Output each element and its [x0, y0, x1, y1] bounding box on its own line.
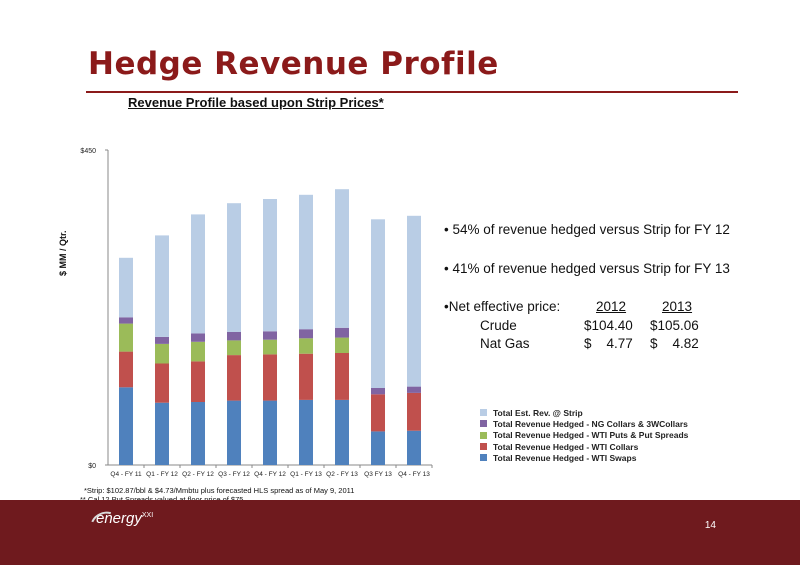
legend-swatch	[480, 409, 487, 417]
bar-segment	[119, 323, 133, 352]
legend-label: Total Revenue Hedged - WTI Puts & Put Sp…	[493, 430, 689, 441]
y-axis-label: $ MM / Qtr.	[58, 230, 68, 276]
plot-area: $0 $450 Q4 - FY 11 Q1 - FY 12 Q2 - FY 12 Q3 -…	[80, 148, 433, 478]
bar-segment	[227, 355, 241, 401]
bar-segment	[407, 392, 421, 431]
bar-segment	[227, 400, 241, 465]
bar-segment	[299, 353, 313, 400]
title-rule	[86, 91, 738, 93]
bar-segment	[371, 388, 385, 395]
footnotes: *Strip: $102.87/bbl & $4.73/Mmbtu plus f…	[80, 486, 354, 504]
legend-item: Total Revenue Hedged - WTI Swaps	[480, 452, 688, 463]
bar-segment	[119, 387, 133, 465]
legend-swatch	[480, 431, 487, 439]
bar-segment	[299, 399, 313, 465]
bar-segment	[371, 431, 385, 465]
legend-label: Total Revenue Hedged - NG Collars & 3WCo…	[493, 418, 688, 429]
x-tick-label: Q2 - FY 12	[182, 471, 214, 478]
natgas-2013: $ 4.82	[650, 336, 699, 351]
x-tick-label: Q1 - FY 12	[146, 471, 178, 478]
bar-segment	[407, 215, 421, 387]
bar-segment	[263, 400, 277, 465]
crude-label: Crude	[480, 318, 517, 333]
legend-label: Total Revenue Hedged - WTI Collars	[493, 441, 639, 452]
x-tick-label: Q4 - FY 11	[110, 471, 142, 478]
legend-swatch	[480, 443, 487, 451]
bar-segment	[263, 199, 277, 332]
bullet-fy13: • 41% of revenue hedged versus Strip for…	[444, 261, 730, 276]
bar-segment	[227, 332, 241, 341]
bar-segment	[155, 343, 169, 364]
logo-text: energy	[96, 510, 142, 527]
natgas-2012: $ 4.77	[584, 336, 633, 351]
legend-swatch	[480, 420, 487, 428]
legend-label: Total Revenue Hedged - WTI Swaps	[493, 452, 637, 463]
net-price-label: •Net effective price:	[444, 299, 561, 314]
bullet-fy12: • 54% of revenue hedged versus Strip for…	[444, 222, 730, 237]
bar-segment	[263, 354, 277, 401]
bar-segment	[263, 331, 277, 340]
bar-segment	[155, 336, 169, 344]
bar-segment	[371, 394, 385, 432]
bar-segment	[335, 399, 349, 465]
x-tick-label: Q3 FY 13	[364, 471, 392, 478]
year-2013: 2013	[662, 299, 693, 314]
slide-title: Hedge Revenue Profile	[88, 46, 499, 82]
bar-segment	[191, 341, 205, 362]
bar-segment	[155, 363, 169, 403]
bar-segment	[191, 214, 205, 334]
bar-segment	[335, 353, 349, 400]
legend-item: Total Revenue Hedged - NG Collars & 3WCo…	[480, 418, 688, 429]
bar-segment	[191, 333, 205, 342]
crude-2012: $104.40	[584, 318, 633, 333]
y-tick-label: $450	[80, 148, 96, 155]
bar-segment	[119, 257, 133, 318]
footer-bar: energyXXI 14	[0, 500, 800, 565]
bar-segment	[263, 339, 277, 355]
revenue-chart: $0 $450 Q4 - FY 11 Q1 - FY 12 Q2 - FY 12 Q3 -…	[80, 148, 433, 478]
footnote-put-spreads: ** Cal 12 Put Spreads valued at floor pr…	[80, 495, 354, 504]
legend-swatch	[480, 454, 487, 462]
bar-segment	[407, 386, 421, 393]
legend-label: Total Est. Rev. @ Strip	[493, 407, 583, 418]
bar-segment	[299, 338, 313, 354]
x-tick-label: Q2 - FY 13	[326, 471, 358, 478]
bar-segment	[407, 430, 421, 465]
natgas-label: Nat Gas	[480, 336, 530, 351]
page-number: 14	[704, 520, 716, 531]
x-tick-label: Q4 - FY 12	[254, 471, 286, 478]
y-tick-label: $0	[88, 463, 96, 470]
legend-item: Total Est. Rev. @ Strip	[480, 407, 688, 418]
bar-segment	[299, 329, 313, 339]
bar-segment	[155, 402, 169, 465]
legend-item: Total Revenue Hedged - WTI Puts & Put Sp…	[480, 430, 688, 441]
legend-item: Total Revenue Hedged - WTI Collars	[480, 441, 688, 452]
x-tick-label: Q1 - FY 13	[290, 471, 322, 478]
bar-segment	[191, 361, 205, 402]
crude-2013: $105.06	[650, 318, 699, 333]
x-tick-label: Q3 - FY 12	[218, 471, 250, 478]
bar-segment	[335, 189, 349, 328]
bar-segment	[299, 194, 313, 330]
bar-segment	[335, 337, 349, 353]
chart-subtitle: Revenue Profile based upon Strip Prices*	[128, 95, 384, 110]
x-tick-label: Q4 - FY 13	[398, 471, 430, 478]
company-logo: energyXXI	[85, 506, 154, 544]
bar-segment	[119, 351, 133, 388]
bar-segment	[227, 340, 241, 356]
bar-segment	[119, 317, 133, 324]
bar-segment	[371, 219, 385, 388]
bar-segment	[191, 402, 205, 465]
logo-suffix: XXI	[141, 512, 154, 519]
footnote-strip: *Strip: $102.87/bbl & $4.73/Mmbtu plus f…	[84, 486, 355, 495]
bar-segment	[335, 327, 349, 338]
bar-segment	[227, 203, 241, 332]
year-2012: 2012	[596, 299, 627, 314]
chart-legend: Total Est. Rev. @ Strip Total Revenue Hed…	[480, 407, 688, 463]
bar-segment	[155, 235, 169, 337]
